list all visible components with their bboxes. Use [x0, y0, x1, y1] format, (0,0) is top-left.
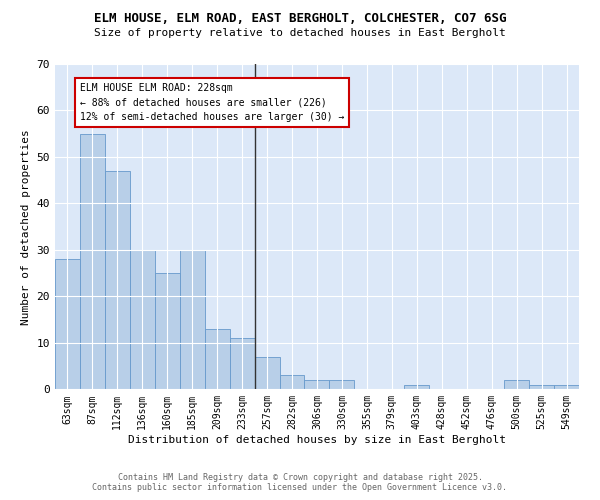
Bar — [230, 338, 254, 390]
Bar — [105, 171, 130, 390]
X-axis label: Distribution of detached houses by size in East Bergholt: Distribution of detached houses by size … — [128, 435, 506, 445]
Y-axis label: Number of detached properties: Number of detached properties — [21, 129, 31, 324]
Bar — [504, 380, 529, 390]
Bar — [55, 259, 80, 390]
Bar — [155, 273, 179, 390]
Text: Contains HM Land Registry data © Crown copyright and database right 2025.
Contai: Contains HM Land Registry data © Crown c… — [92, 473, 508, 492]
Bar — [329, 380, 355, 390]
Bar — [80, 134, 105, 390]
Bar — [529, 384, 554, 390]
Text: ELM HOUSE, ELM ROAD, EAST BERGHOLT, COLCHESTER, CO7 6SG: ELM HOUSE, ELM ROAD, EAST BERGHOLT, COLC… — [94, 12, 506, 26]
Bar — [404, 384, 429, 390]
Bar — [304, 380, 329, 390]
Text: ELM HOUSE ELM ROAD: 228sqm
← 88% of detached houses are smaller (226)
12% of sem: ELM HOUSE ELM ROAD: 228sqm ← 88% of deta… — [80, 82, 344, 122]
Bar — [130, 250, 155, 390]
Bar — [554, 384, 579, 390]
Bar — [179, 250, 205, 390]
Text: Size of property relative to detached houses in East Bergholt: Size of property relative to detached ho… — [94, 28, 506, 38]
Bar — [205, 329, 230, 390]
Bar — [280, 376, 304, 390]
Bar — [254, 357, 280, 390]
